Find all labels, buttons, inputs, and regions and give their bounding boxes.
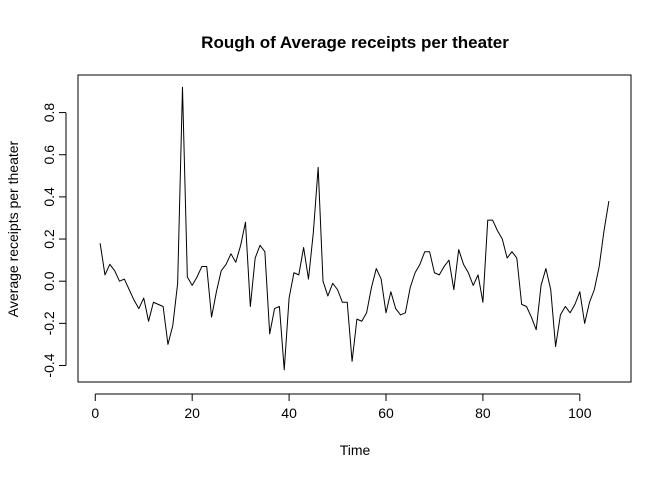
y-tick-label: 0.4 <box>41 187 57 207</box>
series-line <box>99 86 610 371</box>
x-tick-label: 20 <box>184 405 200 421</box>
y-tick-label: 0.8 <box>41 103 57 123</box>
x-tick-label: 100 <box>568 405 592 421</box>
y-tick-label: 0.2 <box>41 229 57 249</box>
data-points <box>99 86 610 371</box>
x-tick-label: 40 <box>281 405 297 421</box>
y-tick-label: 0.0 <box>41 271 57 291</box>
chart-title: Rough of Average receipts per theater <box>201 33 509 52</box>
y-axis-label: Average receipts per theater <box>5 140 21 317</box>
x-tick-label: 60 <box>378 405 394 421</box>
x-tick-label: 80 <box>475 405 491 421</box>
y-axis: -0.4 -0.2 0.0 0.2 0.4 0.6 0.8 <box>41 103 67 378</box>
plot-frame <box>77 74 632 383</box>
x-axis: 0 20 40 60 80 100 <box>91 393 592 421</box>
x-axis-label: Time <box>340 442 371 458</box>
y-tick-label: 0.6 <box>41 145 57 165</box>
y-tick-label: -0.4 <box>41 353 57 377</box>
x-tick-label: 0 <box>91 405 99 421</box>
y-tick-label: -0.2 <box>41 311 57 335</box>
